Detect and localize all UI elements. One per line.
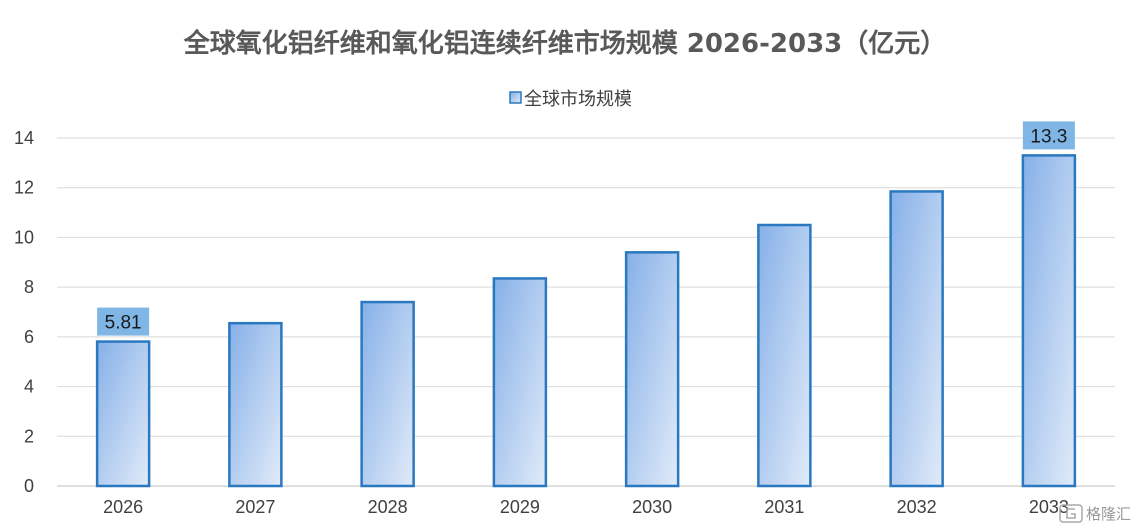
bar xyxy=(492,277,548,488)
bar xyxy=(624,251,680,488)
chart-title: 全球氧化铝纤维和氧化铝连续纤维市场规模 2026-2033（亿元） xyxy=(183,28,947,59)
y-axis-ticks: 0 2 4 6 8 10 12 14 xyxy=(14,128,34,496)
x-tick-label: 2026 xyxy=(103,497,143,517)
bar xyxy=(1021,154,1077,488)
x-tick-label: 2030 xyxy=(632,497,672,517)
bar xyxy=(889,190,944,488)
gridlines xyxy=(57,137,1115,487)
x-tick-label: 2031 xyxy=(764,497,804,517)
y-tick-label: 6 xyxy=(24,327,34,347)
watermark-text: 格隆汇 xyxy=(1086,505,1131,523)
bar xyxy=(757,223,812,488)
watermark: 格隆汇 xyxy=(1059,504,1131,523)
bar xyxy=(228,321,283,488)
x-tick-label: 2027 xyxy=(235,497,275,517)
x-tick-label: 2029 xyxy=(500,497,540,517)
x-axis-ticks: 2026 2027 2028 2029 2030 2031 2032 2033 xyxy=(103,497,1069,517)
y-tick-label: 10 xyxy=(14,227,34,247)
y-tick-label: 8 xyxy=(24,277,34,297)
data-label-text: 13.3 xyxy=(1030,126,1067,147)
legend: 全球市场规模 xyxy=(509,89,632,110)
bar xyxy=(360,300,415,488)
x-tick-label: 2033 xyxy=(1029,497,1069,517)
gelonghui-logo-icon xyxy=(1059,504,1083,523)
y-tick-label: 0 xyxy=(24,476,34,496)
data-label-text: 5.81 xyxy=(105,313,142,334)
y-tick-label: 4 xyxy=(24,377,34,397)
data-labels: 5.81 13.3 xyxy=(97,121,1075,336)
y-tick-label: 14 xyxy=(14,128,34,148)
data-label-box xyxy=(97,307,150,336)
data-label: 5.81 xyxy=(97,307,150,336)
bar xyxy=(95,340,151,488)
bars xyxy=(95,154,1077,488)
y-tick-label: 2 xyxy=(24,426,34,446)
legend-label: 全球市场规模 xyxy=(524,89,632,110)
y-tick-label: 12 xyxy=(14,178,34,198)
x-tick-label: 2028 xyxy=(368,497,408,517)
data-label: 13.3 xyxy=(1022,121,1075,150)
data-label-box xyxy=(1022,121,1075,150)
legend-swatch xyxy=(509,91,522,104)
x-tick-label: 2032 xyxy=(897,497,937,517)
